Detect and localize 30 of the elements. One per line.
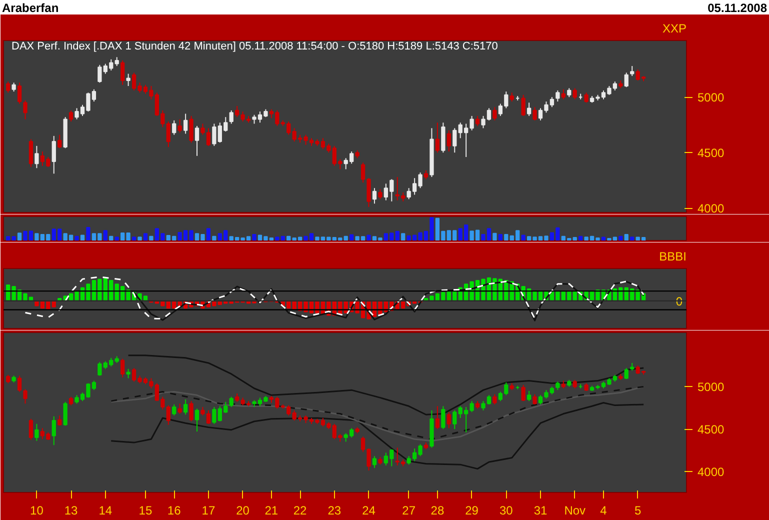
y-axis-title: BBBI: [659, 250, 687, 264]
x-tick-label: 16: [167, 504, 182, 518]
x-tick-label: 30: [499, 504, 514, 518]
x-tick-label: 31: [534, 504, 548, 518]
x-tick-label: 13: [64, 504, 78, 518]
y-tick-label: 4500: [698, 422, 725, 437]
x-tick-label: 5: [634, 504, 642, 518]
x-tick-label: Nov: [564, 504, 586, 518]
y-tick-label: 5000: [698, 380, 725, 394]
x-tick-label: 21: [264, 504, 278, 518]
x-tick-label: 20: [236, 504, 250, 518]
x-tick-label: 24: [362, 504, 376, 518]
x-tick-label: 29: [465, 504, 479, 518]
x-tick-label: 15: [138, 504, 152, 518]
x-tick-label: 4: [600, 504, 608, 518]
y-tick-label: 5000: [698, 90, 725, 105]
y-axis-title: XXP: [662, 22, 687, 36]
text: 05.11.2008: [708, 1, 767, 15]
x-tick-label: 10: [30, 504, 44, 518]
x-tick-label: 22: [293, 504, 308, 518]
y-tick-label: 4500: [698, 146, 725, 160]
x-tick-label: 27: [402, 504, 416, 518]
x-tick-label: 14: [98, 504, 112, 518]
y-tick-label: 4000: [698, 464, 725, 479]
text: Araberfan: [2, 1, 59, 15]
x-tick-label: 23: [328, 504, 342, 518]
y-tick-label: 4000: [698, 202, 725, 216]
x-tick-label: 28: [430, 504, 444, 518]
x-tick-label: 17: [202, 504, 216, 518]
chart-title: DAX Perf. Index [.DAX 1 Stunden 42 Minuten] 05.11.2008 11:54:00 - O:5180 H:5189 L:5143 C:5170: [12, 40, 498, 52]
